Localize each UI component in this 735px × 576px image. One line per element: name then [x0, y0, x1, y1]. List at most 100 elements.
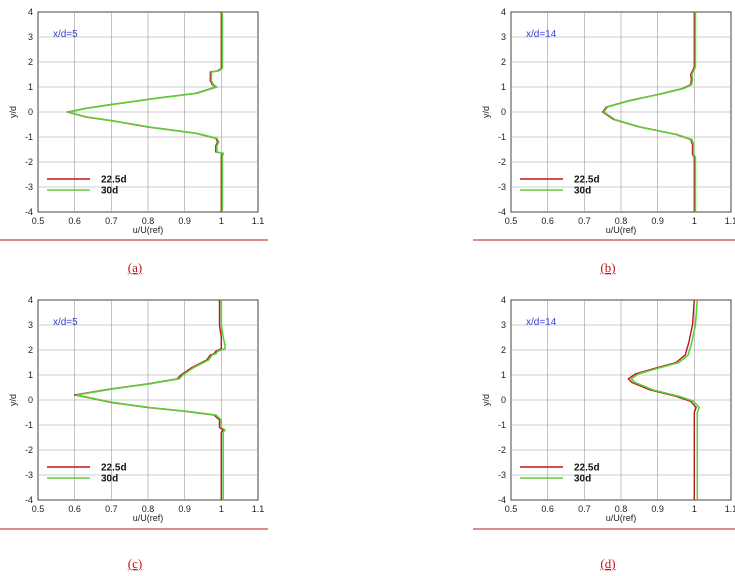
- x-tick-label: 0.6: [68, 216, 81, 226]
- x-tick-label: 0.8: [615, 504, 628, 514]
- x-tick-label: 1: [692, 216, 697, 226]
- y-tick-label: -2: [25, 157, 33, 167]
- legend-label: 30d: [101, 186, 118, 197]
- y-tick-label: 2: [28, 345, 33, 355]
- series-line: [603, 12, 697, 212]
- x-tick-label: 0.9: [651, 504, 664, 514]
- chart-panel: 0.5 0.6 0.7 0.8 0.9 1 1.1 -4 -3 -2 -1 0 1 2 3 4 u/U(ref)…: [0, 295, 268, 571]
- x-axis-label: u/U(ref): [133, 513, 164, 523]
- y-tick-label: -2: [25, 445, 33, 455]
- y-tick-label: 3: [28, 32, 33, 42]
- x-tick-label: 1: [692, 504, 697, 514]
- series-line: [627, 299, 697, 500]
- legend-label: 22.5d: [101, 463, 127, 474]
- y-tick-label: 0: [501, 395, 506, 405]
- y-tick-label: -1: [25, 132, 33, 142]
- x-tick-label: 0.9: [651, 216, 664, 226]
- chart-panel: 0.5 0.6 0.7 0.8 0.9 1 1.1 -4 -3 -2 -1 0 1 2 3 4 u/U(ref)…: [473, 7, 735, 275]
- y-tick-label: -4: [25, 207, 33, 217]
- y-tick-label: 4: [28, 295, 33, 305]
- x-tick-label: 0.9: [178, 504, 191, 514]
- y-tick-label: -2: [498, 445, 506, 455]
- position-annotation: x/d=14: [526, 29, 557, 40]
- x-tick-label: 0.7: [578, 504, 591, 514]
- y-tick-label: -1: [498, 132, 506, 142]
- legend-label: 22.5d: [101, 175, 127, 186]
- x-tick-label: 1.1: [252, 216, 265, 226]
- series-line: [75, 300, 226, 500]
- legend-label: 22.5d: [574, 463, 600, 474]
- x-axis-label: u/U(ref): [133, 225, 164, 235]
- x-tick-label: 1.1: [252, 504, 265, 514]
- panel-caption: (a): [128, 260, 142, 275]
- x-tick-label: 0.5: [505, 216, 518, 226]
- x-tick-label: 0.6: [68, 504, 81, 514]
- position-annotation: x/d=5: [53, 317, 78, 328]
- chart-panel: 0.5 0.6 0.7 0.8 0.9 1 1.1 -4 -3 -2 -1 0 1 2 3 4 u/U(ref)…: [473, 295, 735, 571]
- y-axis-label: y/d: [481, 106, 491, 118]
- x-tick-label: 1: [219, 216, 224, 226]
- panel-caption: (b): [600, 260, 615, 275]
- y-tick-label: 3: [28, 320, 33, 330]
- series-line: [630, 299, 700, 500]
- x-tick-label: 0.8: [615, 216, 628, 226]
- position-annotation: x/d=5: [53, 29, 78, 40]
- x-tick-label: 1.1: [725, 216, 735, 226]
- y-tick-label: 0: [501, 107, 506, 117]
- y-tick-label: -1: [498, 420, 506, 430]
- panel-caption: (c): [128, 556, 142, 571]
- y-axis-label: y/d: [8, 394, 18, 406]
- x-tick-label: 0.6: [541, 504, 554, 514]
- y-tick-label: 4: [28, 7, 33, 17]
- x-tick-label: 0.8: [142, 504, 155, 514]
- x-tick-label: 0.6: [541, 216, 554, 226]
- series-line: [66, 12, 224, 212]
- y-tick-label: 4: [501, 7, 506, 17]
- x-tick-label: 1.1: [725, 504, 735, 514]
- y-tick-label: 2: [501, 345, 506, 355]
- y-tick-label: -2: [498, 157, 506, 167]
- y-tick-label: 0: [28, 395, 33, 405]
- legend-label: 30d: [574, 474, 591, 485]
- y-tick-label: -4: [25, 495, 33, 505]
- y-tick-label: -4: [498, 495, 506, 505]
- x-tick-label: 0.8: [142, 216, 155, 226]
- series-line: [67, 12, 225, 212]
- y-tick-label: 4: [501, 295, 506, 305]
- y-tick-label: 3: [501, 320, 506, 330]
- x-tick-label: 0.7: [105, 504, 118, 514]
- y-tick-label: -3: [25, 470, 33, 480]
- x-tick-label: 0.7: [578, 216, 591, 226]
- y-tick-label: 2: [501, 57, 506, 67]
- x-tick-label: 0.9: [178, 216, 191, 226]
- panel-caption: (d): [600, 556, 615, 571]
- x-tick-label: 0.5: [505, 504, 518, 514]
- y-axis-label: y/d: [481, 394, 491, 406]
- chart-panel: 0.5 0.6 0.7 0.8 0.9 1 1.1 -4 -3 -2 -1 0 1 2 3 4 u/U(ref)…: [0, 7, 268, 275]
- y-tick-label: 1: [501, 370, 506, 380]
- y-tick-label: 1: [28, 82, 33, 92]
- y-tick-label: 0: [28, 107, 33, 117]
- y-axis-label: y/d: [8, 106, 18, 118]
- x-tick-label: 0.7: [105, 216, 118, 226]
- series-line: [602, 12, 695, 212]
- y-tick-label: -1: [25, 420, 33, 430]
- legend-label: 30d: [101, 474, 118, 485]
- x-tick-label: 0.5: [32, 216, 45, 226]
- y-tick-label: -3: [498, 182, 506, 192]
- legend-label: 22.5d: [574, 175, 600, 186]
- x-tick-label: 0.5: [32, 504, 45, 514]
- y-tick-label: 1: [501, 82, 506, 92]
- y-tick-label: 1: [28, 370, 33, 380]
- y-tick-label: -3: [25, 182, 33, 192]
- y-tick-label: 2: [28, 57, 33, 67]
- y-tick-label: -3: [498, 470, 506, 480]
- x-axis-label: u/U(ref): [606, 513, 637, 523]
- y-tick-label: -4: [498, 207, 506, 217]
- x-tick-label: 1: [219, 504, 224, 514]
- legend-label: 30d: [574, 186, 591, 197]
- x-axis-label: u/U(ref): [606, 225, 637, 235]
- position-annotation: x/d=14: [526, 317, 557, 328]
- y-tick-label: 3: [501, 32, 506, 42]
